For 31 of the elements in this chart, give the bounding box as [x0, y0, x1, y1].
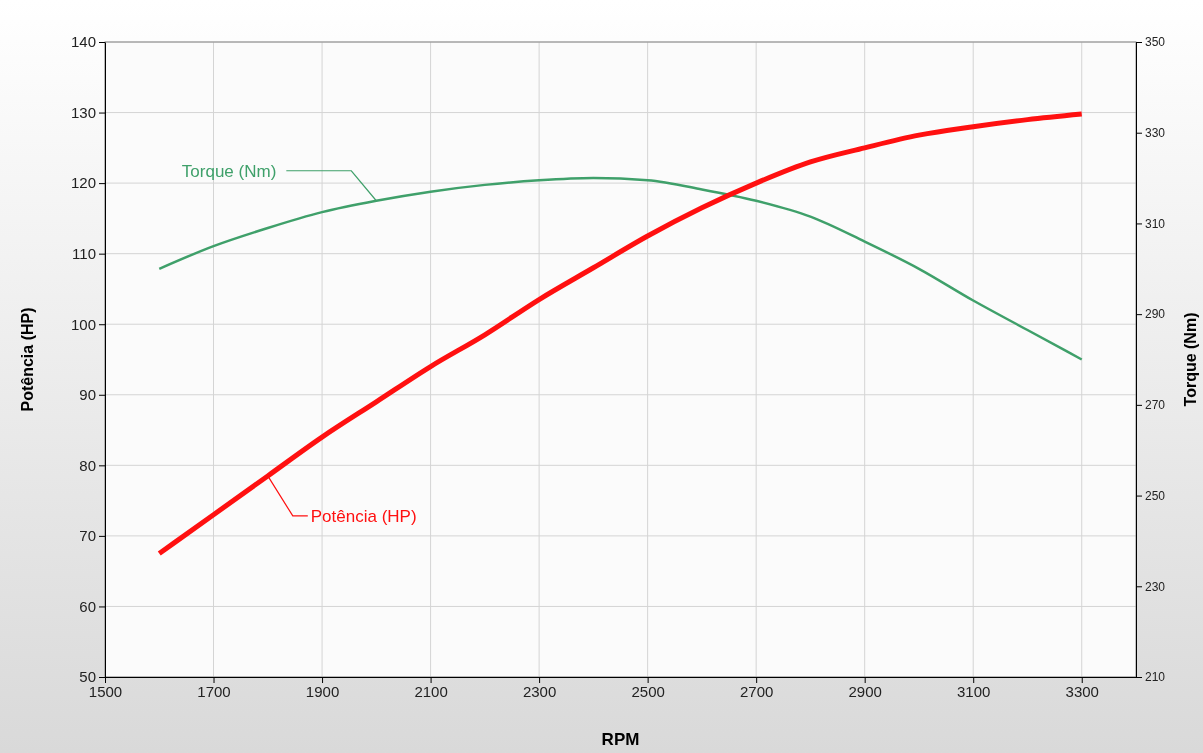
y-tick-label: 60: [79, 597, 96, 615]
x-tick-label: 2300: [522, 682, 557, 700]
y-tick-label: 130: [70, 103, 96, 121]
y-axis-title: Potência (HP): [19, 307, 36, 412]
x-tick-label: 1700: [197, 682, 231, 700]
y-tick-label: 70: [79, 527, 96, 545]
y2-tick-label: 350: [1145, 35, 1166, 50]
y2-axis-title: Torque (Nm): [1182, 312, 1199, 407]
y-tick-label: 80: [79, 456, 96, 474]
x-tick-label: 2900: [848, 682, 882, 700]
x-tick-label: 3300: [1065, 682, 1099, 700]
y2-tick-label: 330: [1145, 126, 1166, 141]
x-tick-label: 3100: [957, 682, 991, 700]
x-tick-label: 2700: [739, 682, 774, 700]
text: Potência (HP): [310, 506, 417, 526]
x-axis-title: RPM: [601, 730, 640, 749]
y2-tick-label: 210: [1145, 670, 1166, 685]
y-tick-label: 140: [70, 33, 96, 51]
y2-tick-label: 310: [1145, 216, 1166, 231]
y-tick-label: 90: [79, 386, 96, 404]
y-tick-label: 120: [70, 174, 96, 192]
x-tick-label: 2500: [631, 682, 665, 700]
y2-tick-label: 250: [1145, 488, 1166, 503]
y-tick-label: 110: [72, 244, 96, 262]
x-tick-label: 1900: [305, 682, 340, 700]
y2-tick-label: 230: [1145, 579, 1166, 594]
y-tick-label: 100: [70, 315, 96, 333]
text: Torque (Nm): [181, 161, 277, 181]
y2-tick-label: 270: [1145, 398, 1166, 413]
y2-tick-label: 290: [1145, 307, 1166, 322]
x-tick-label: 2100: [414, 682, 448, 700]
